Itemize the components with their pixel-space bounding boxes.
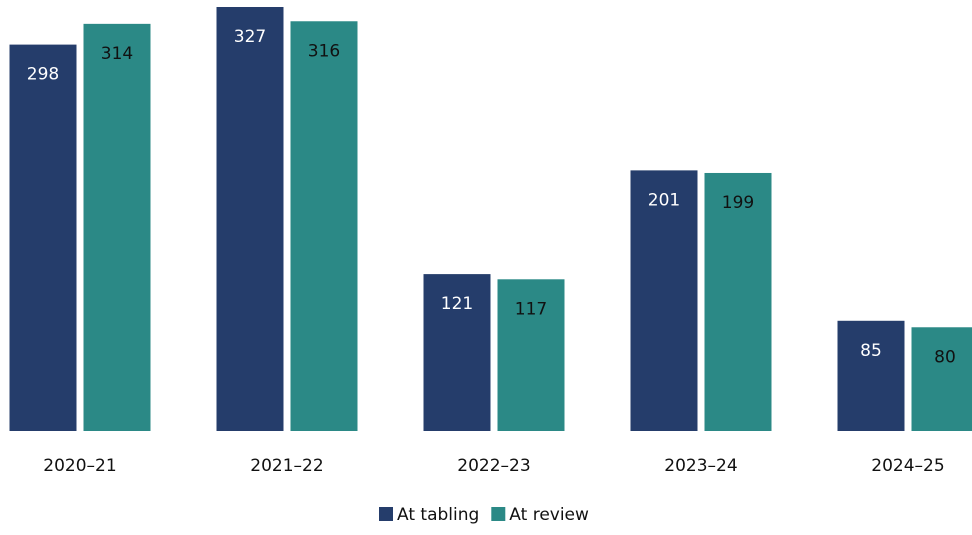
data-label: 121 <box>441 294 473 314</box>
data-label: 117 <box>515 299 547 319</box>
data-label: 199 <box>722 193 754 213</box>
data-label: 316 <box>308 41 340 61</box>
bar <box>217 7 284 431</box>
data-label: 314 <box>101 44 133 64</box>
data-label: 85 <box>860 341 882 361</box>
data-label: 80 <box>934 347 956 367</box>
x-tick-label: 2020–21 <box>43 456 116 476</box>
legend-label: At review <box>509 505 589 525</box>
x-tick-label: 2024–25 <box>871 456 944 476</box>
legend-label: At tabling <box>397 505 479 525</box>
x-tick-label: 2023–24 <box>664 456 737 476</box>
x-tick-label: 2022–23 <box>457 456 530 476</box>
bar <box>84 24 151 431</box>
data-label: 201 <box>648 190 680 210</box>
bar <box>291 21 358 431</box>
bar <box>838 321 905 431</box>
bar <box>10 45 77 431</box>
legend-swatch <box>491 507 505 521</box>
data-label: 298 <box>27 65 59 85</box>
bar <box>912 327 972 431</box>
x-tick-label: 2021–22 <box>250 456 323 476</box>
legend-swatch <box>379 507 393 521</box>
data-label: 327 <box>234 27 266 47</box>
